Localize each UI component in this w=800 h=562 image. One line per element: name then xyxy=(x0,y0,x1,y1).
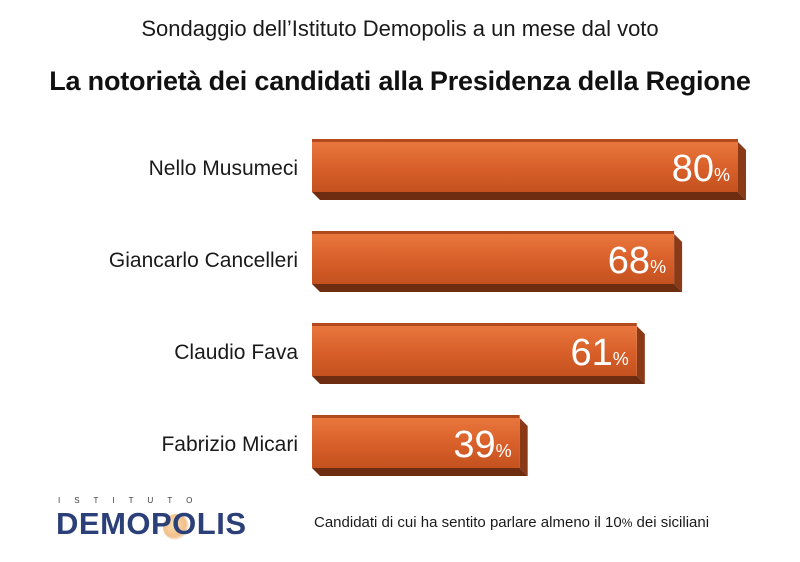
value-unit: % xyxy=(650,257,666,277)
footnote: Candidati di cui ha sentito parlare alme… xyxy=(314,514,709,531)
value-number: 39 xyxy=(453,424,495,466)
bar-group: Claudio Fava 61% xyxy=(174,323,645,384)
bar-top-edge xyxy=(312,139,738,142)
chart-title: La notorietà dei candidati alla Presiden… xyxy=(49,66,751,96)
bar-bottom xyxy=(312,376,645,384)
bar-bottom xyxy=(312,284,683,292)
bar xyxy=(312,142,738,192)
bar-top-edge xyxy=(312,415,520,418)
logo-mark-icon xyxy=(163,514,189,540)
category-label: Nello Musumeci xyxy=(149,157,298,180)
value-unit: % xyxy=(714,165,730,185)
value-unit: % xyxy=(613,349,629,369)
value-number: 80 xyxy=(672,148,714,190)
bar xyxy=(312,326,637,376)
logo-main-text: DEMOPOLIS xyxy=(56,506,247,541)
bar xyxy=(312,234,675,284)
value-label: 80% xyxy=(672,148,730,190)
bar-side xyxy=(519,418,528,476)
footnote-pct: % xyxy=(621,516,633,530)
value-label: 39% xyxy=(453,424,511,466)
bar xyxy=(312,418,520,468)
bar-top-edge xyxy=(312,323,637,326)
bar-side xyxy=(738,142,746,200)
bar-chart: Nello Musumeci 80% Giancarlo Cancelleri 68%… xyxy=(109,139,746,476)
value-number: 61 xyxy=(571,332,613,374)
bar-group: Giancarlo Cancelleri 68% xyxy=(109,231,683,292)
chart-subtitle: Sondaggio dell’Istituto Demopolis a un m… xyxy=(141,16,659,41)
value-label: 68% xyxy=(608,240,666,282)
demopolis-logo: ISTITUTO DEMOPOLIS xyxy=(56,496,296,546)
bar-side xyxy=(674,234,683,292)
value-number: 68 xyxy=(608,240,650,282)
bar-group: Nello Musumeci 80% xyxy=(149,139,746,200)
bar-bottom xyxy=(312,468,528,476)
footnote-tail: dei siciliani xyxy=(632,514,710,531)
bar-top-edge xyxy=(312,231,675,234)
value-label: 61% xyxy=(571,332,629,374)
category-label: Claudio Fava xyxy=(174,341,298,364)
logo-top-text: ISTITUTO xyxy=(58,496,207,505)
category-label: Fabrizio Micari xyxy=(161,433,298,456)
bar-group: Fabrizio Micari 39% xyxy=(161,415,528,476)
category-label: Giancarlo Cancelleri xyxy=(109,249,298,272)
bar-bottom xyxy=(312,192,746,200)
bar-side xyxy=(636,326,645,384)
footnote-text: Candidati di cui ha sentito parlare alme… xyxy=(314,514,622,531)
value-unit: % xyxy=(496,441,512,461)
